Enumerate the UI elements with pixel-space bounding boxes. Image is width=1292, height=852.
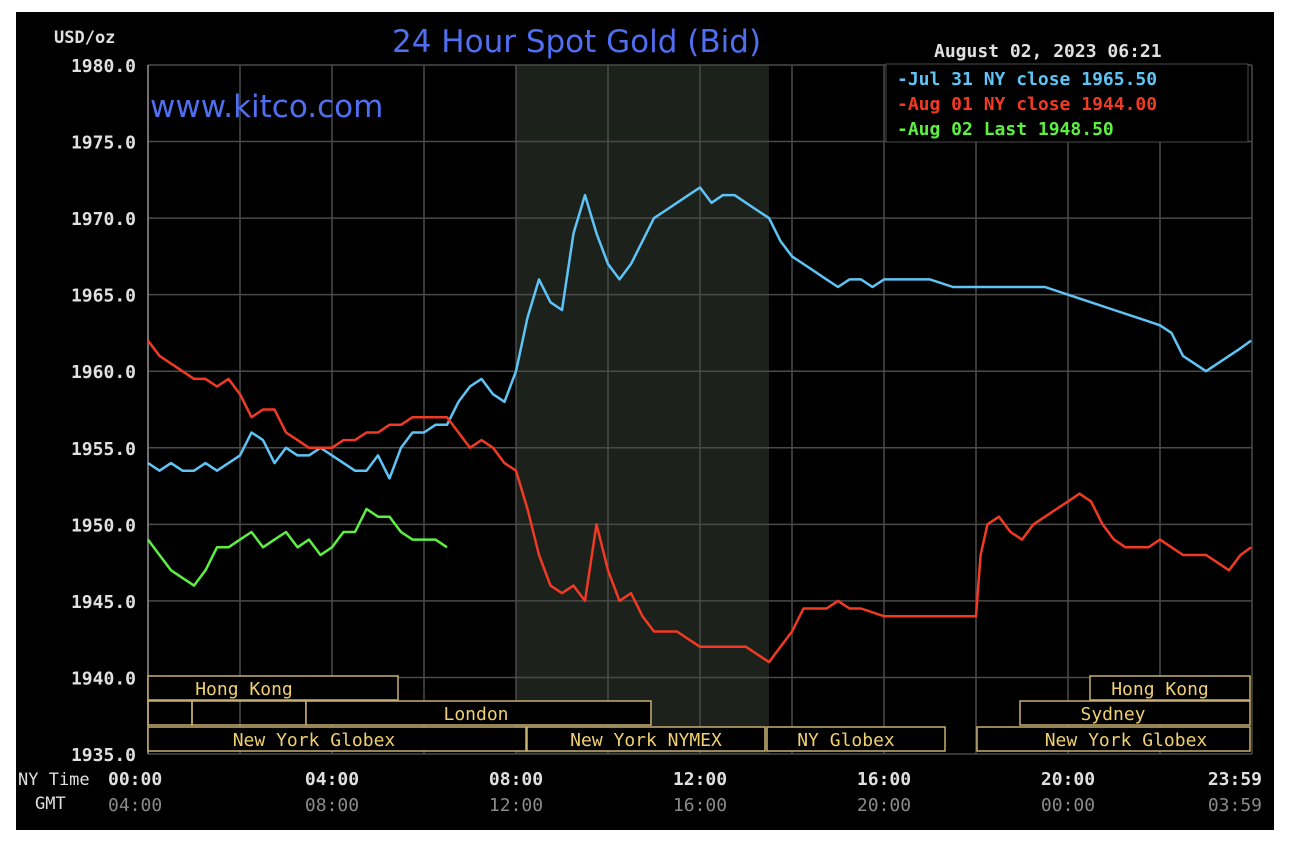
legend-entry-jul31: -Jul 31 NY close 1965.50 <box>897 69 1157 90</box>
market-sessions: Hong Kong London New York Globex New York N… <box>147 675 1251 752</box>
market-label: Hong Kong <box>195 679 293 700</box>
market-label: New York NYMEX <box>570 730 722 751</box>
market-box <box>147 726 527 752</box>
market-label: New York Globex <box>1045 730 1208 751</box>
y-tick-label: 1970.0 <box>71 209 136 230</box>
market-label: Hong Kong <box>1111 679 1209 700</box>
market-box <box>1019 700 1251 726</box>
market-label: New York Globex <box>233 730 396 751</box>
chart-title: 24 Hour Spot Gold (Bid) <box>392 24 761 60</box>
x-tick-label: 23:59 <box>1208 769 1262 790</box>
market-box <box>305 700 652 726</box>
y-tick-label: 1950.0 <box>71 515 136 536</box>
market-box <box>147 675 399 701</box>
y-tick-label: 1945.0 <box>71 592 136 613</box>
gmt-tick-label: 20:00 <box>857 795 911 816</box>
y-tick-label: 1955.0 <box>71 439 136 460</box>
y-tick-label: 1965.0 <box>71 286 136 307</box>
gmt-tick-label: 03:59 <box>1208 795 1262 816</box>
y-tick-label: 1975.0 <box>71 133 136 154</box>
gmt-tick-label: 12:00 <box>489 795 543 816</box>
market-label: Sydney <box>1080 704 1145 725</box>
y-unit-label: USD/oz <box>54 28 115 48</box>
market-box <box>526 726 766 752</box>
gmt-tick-label: 04:00 <box>108 795 162 816</box>
series-group <box>146 186 1252 664</box>
gold-price-chart: 1980.0 1975.0 1970.0 1965.0 1960.0 1955.0 1950… <box>16 12 1274 830</box>
x-tick-label: 20:00 <box>1041 769 1095 790</box>
timestamp: August 02, 2023 06:21 <box>934 41 1162 62</box>
legend-entry-aug01: -Aug 01 NY close 1944.00 <box>897 94 1157 115</box>
x-tick-label: 08:00 <box>489 769 543 790</box>
x-tick-label: 00:00 <box>108 769 162 790</box>
ny-time-label: NY Time <box>18 770 90 790</box>
y-tick-label: 1980.0 <box>71 56 136 77</box>
market-box <box>766 726 946 752</box>
y-axis: 1980.0 1975.0 1970.0 1965.0 1960.0 1955.0 1950… <box>71 56 136 766</box>
x-tick-label: 12:00 <box>673 769 727 790</box>
watermark: www.kitco.com <box>150 89 383 125</box>
series-line-0 <box>147 186 1252 480</box>
x-tick-label: 04:00 <box>305 769 359 790</box>
market-box <box>1089 675 1251 701</box>
legend-box <box>885 63 1249 143</box>
gmt-tick-label: 00:00 <box>1041 795 1095 816</box>
gmt-tick-label: 08:00 <box>305 795 359 816</box>
x-axis: 00:00 04:00 04:00 08:00 08:00 12:00 12:00 16:00… <box>108 769 1262 816</box>
y-tick-label: 1935.0 <box>71 745 136 766</box>
market-box <box>976 726 1251 752</box>
session-shade <box>516 65 769 754</box>
y-tick-label: 1960.0 <box>71 362 136 383</box>
chart-frame: 1980.0 1975.0 1970.0 1965.0 1960.0 1955.0 1950… <box>16 12 1274 830</box>
x-tick-label: 16:00 <box>857 769 911 790</box>
series-line-1 <box>147 339 1252 664</box>
market-label: London <box>443 704 508 725</box>
legend-entry-aug02: -Aug 02 Last 1948.50 <box>897 119 1114 140</box>
y-tick-label: 1940.0 <box>71 668 136 689</box>
gmt-tick-label: 16:00 <box>673 795 727 816</box>
series-line-2 <box>146 507 448 587</box>
gmt-label: GMT <box>35 794 66 814</box>
market-label: NY Globex <box>797 730 895 751</box>
